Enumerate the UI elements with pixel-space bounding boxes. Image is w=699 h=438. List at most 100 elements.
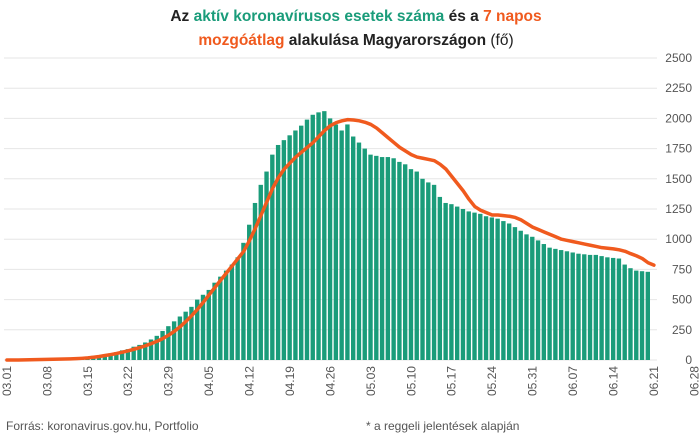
bar	[229, 264, 235, 360]
bar	[299, 125, 304, 360]
bar	[449, 204, 454, 360]
x-tick-label: 06.28	[687, 366, 699, 396]
title-line-2-segment: (fő)	[490, 32, 513, 49]
bar	[351, 136, 356, 360]
bar	[119, 350, 125, 360]
bar	[212, 282, 217, 360]
bar	[264, 171, 269, 360]
x-tick-label: 04.19	[283, 366, 297, 396]
bar	[148, 339, 154, 360]
bar	[137, 344, 142, 360]
x-axis: 03.01 03.08 03.15 03.22 03.29 04.05 04.12 04.19…	[0, 366, 699, 396]
bar	[518, 230, 523, 360]
bar	[374, 155, 379, 360]
bar	[108, 353, 113, 360]
bar	[206, 289, 211, 360]
bar	[426, 182, 431, 360]
y-tick-label: 1750	[665, 142, 692, 156]
title-line-2-segment: alakulása Magyarországon	[284, 32, 490, 49]
bar	[478, 213, 483, 360]
line-series	[5, 117, 656, 362]
x-tick-label: 06.07	[566, 366, 580, 396]
title-line-1-segment: 7 napos	[483, 8, 542, 25]
bar	[223, 270, 229, 360]
title-line-2-segment: mozgóátlag	[198, 32, 284, 49]
y-tick-label: 500	[672, 293, 692, 307]
bar	[530, 236, 535, 360]
bar	[472, 212, 477, 360]
bar	[634, 270, 639, 360]
x-tick-label: 03.08	[40, 366, 54, 396]
x-tick-label: 03.15	[81, 366, 95, 396]
bar	[599, 256, 604, 360]
bar	[322, 111, 327, 360]
bar	[553, 248, 558, 360]
bar	[154, 335, 159, 360]
bar	[576, 253, 581, 360]
bar	[293, 130, 298, 360]
bar	[183, 311, 188, 360]
bar	[414, 171, 419, 360]
x-tick-label: 04.26	[323, 366, 337, 396]
bar	[195, 299, 200, 360]
bar	[443, 202, 448, 360]
bar	[189, 306, 194, 360]
bar	[339, 130, 344, 360]
bar	[200, 294, 206, 360]
bar	[131, 346, 136, 360]
bar	[564, 251, 570, 360]
bar	[362, 148, 367, 360]
title-line-1-segment: aktív koronavírusos esetek száma	[194, 8, 445, 25]
bar	[368, 154, 373, 360]
bar	[501, 221, 506, 360]
x-tick-label: 05.24	[485, 366, 499, 396]
bar	[524, 234, 529, 360]
bar	[391, 158, 396, 360]
bar	[241, 242, 246, 360]
bar	[506, 223, 512, 360]
y-tick-label: 750	[672, 262, 692, 276]
y-tick-label: 250	[672, 323, 692, 337]
bar	[622, 264, 627, 360]
bar	[547, 247, 552, 360]
bar	[304, 119, 310, 360]
bar	[125, 349, 131, 360]
x-tick-label: 05.17	[445, 366, 459, 396]
bar	[489, 217, 495, 360]
y-tick-label: 1000	[665, 232, 692, 246]
bar	[495, 218, 500, 360]
bar	[616, 258, 622, 360]
y-axis: 0 250 500 750 1000 1250 1500 1750 2000 2250 2500	[665, 51, 692, 367]
bar	[460, 209, 466, 360]
bar	[558, 250, 564, 360]
bar	[160, 331, 165, 360]
bar	[402, 164, 408, 360]
x-tick-label: 05.10	[404, 366, 418, 396]
bar	[454, 206, 460, 360]
bar	[143, 342, 148, 360]
footnote: * a reggeli jelentések alapján	[366, 419, 519, 433]
bar	[397, 161, 402, 360]
bar	[345, 124, 350, 360]
x-tick-label: 06.21	[647, 366, 661, 396]
y-tick-label: 1250	[665, 202, 692, 216]
x-tick-label: 03.01	[0, 366, 14, 396]
x-tick-label: 03.29	[162, 366, 176, 396]
bar	[166, 326, 171, 360]
y-tick-label: 2500	[665, 51, 692, 65]
chart-title-line-2: mozgóátlag alakulása Magyarországon (fő)	[198, 32, 513, 49]
bar	[333, 124, 339, 360]
bar	[177, 316, 183, 360]
bar	[218, 276, 223, 360]
bar	[252, 202, 258, 360]
x-tick-label: 04.12	[243, 366, 257, 396]
bar	[379, 157, 385, 360]
x-tick-label: 05.31	[526, 366, 540, 396]
bar	[114, 352, 119, 360]
bar	[431, 184, 437, 360]
bar	[247, 224, 252, 360]
bar	[281, 140, 287, 360]
bar	[235, 257, 240, 360]
bar	[275, 144, 281, 360]
bar	[639, 271, 645, 360]
